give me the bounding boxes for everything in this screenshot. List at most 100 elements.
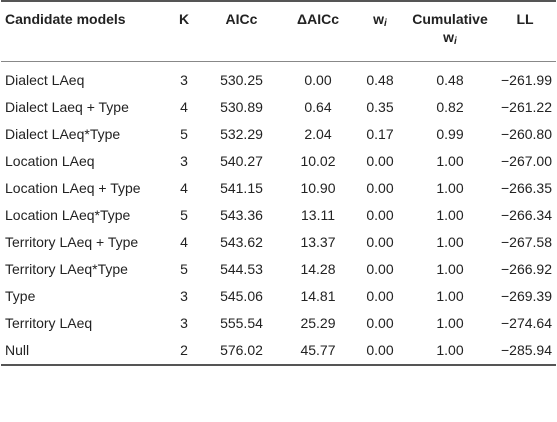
header-wi: wi [354, 1, 406, 62]
cell-ll: −266.34 [501, 207, 552, 223]
cell-k: 2 [180, 342, 188, 358]
table-row: Location LAeq*Type 5 543.36 13.11 0.00 1.00 −2… [1, 202, 556, 229]
header-cumulative-wi-base: w [443, 29, 455, 45]
cell-k: 5 [180, 126, 188, 142]
cell-ll: −267.58 [501, 234, 552, 250]
cell-candidate-model: Null [5, 342, 30, 358]
table-row: Dialect LAeq 3 530.25 0.00 0.48 0.48 −261.99 [1, 62, 556, 95]
header-wi-subscript: i [384, 18, 387, 29]
cell-aicc: 530.89 [220, 99, 263, 115]
cell-wi: 0.00 [366, 315, 394, 331]
header-cumulative-wi-subscript: i [454, 36, 457, 47]
cell-delta-aicc: 14.28 [300, 261, 336, 277]
header-k: K [178, 11, 190, 27]
model-selection-table: Candidate models K AICc ΔAICc wi Cumulat… [1, 0, 556, 366]
header-row: Candidate models K AICc ΔAICc wi Cumulat… [1, 1, 556, 62]
cell-wi: 0.35 [366, 99, 394, 115]
cell-candidate-model: Dialect LAeq [5, 72, 85, 88]
cell-cumulative-wi: 1.00 [436, 288, 464, 304]
cell-ll: −267.00 [501, 153, 552, 169]
cell-delta-aicc: 10.90 [300, 180, 336, 196]
cell-wi: 0.00 [366, 261, 394, 277]
cell-ll: −266.92 [501, 261, 552, 277]
cell-k: 3 [180, 153, 188, 169]
cell-candidate-model: Dialect LAeq*Type [5, 126, 121, 142]
cell-delta-aicc: 25.29 [300, 315, 336, 331]
cell-cumulative-wi: 1.00 [436, 342, 464, 358]
table-row: Territory LAeq + Type 4 543.62 13.37 0.00 1.0… [1, 229, 556, 256]
table-row: Dialect Laeq + Type 4 530.89 0.64 0.35 0.82 −2… [1, 94, 556, 121]
cell-k: 3 [180, 288, 188, 304]
cell-cumulative-wi: 1.00 [436, 207, 464, 223]
cell-k: 4 [180, 180, 188, 196]
header-candidate-models: Candidate models [5, 11, 126, 27]
cell-wi: 0.00 [366, 342, 394, 358]
cell-candidate-model: Dialect Laeq + Type [5, 99, 129, 115]
header-wi-base: w [373, 11, 385, 27]
table-row: Dialect LAeq*Type 5 532.29 2.04 0.17 0.99 −260… [1, 121, 556, 148]
cell-candidate-model: Type [5, 288, 36, 304]
cell-wi: 0.00 [366, 234, 394, 250]
table-row: Location LAeq 3 540.27 10.02 0.00 1.00 −267.00 [1, 148, 556, 175]
cell-cumulative-wi: 1.00 [436, 234, 464, 250]
cell-delta-aicc: 13.11 [301, 207, 335, 223]
cell-wi: 0.00 [366, 207, 394, 223]
cell-cumulative-wi: 0.99 [436, 126, 464, 142]
cell-cumulative-wi: 1.00 [436, 180, 464, 196]
cell-ll: −260.80 [501, 126, 552, 142]
cell-delta-aicc: 45.77 [300, 342, 336, 358]
cell-delta-aicc: 10.02 [300, 153, 336, 169]
header-delta-aicc: ΔAICc [297, 11, 339, 27]
table-row: Type 3 545.06 14.81 0.00 1.00 −269.39 [1, 283, 556, 310]
cell-aicc: 543.36 [220, 207, 263, 223]
cell-aicc: 544.53 [220, 261, 263, 277]
table-row: Null 2 576.02 45.77 0.00 1.00 −285.94 [1, 337, 556, 365]
table-body: Dialect LAeq 3 530.25 0.00 0.48 0.48 −261.99 Di… [1, 62, 556, 365]
header-aicc: AICc [225, 11, 258, 27]
cell-aicc: 532.29 [220, 126, 263, 142]
cell-candidate-model: Territory LAeq + Type [5, 234, 139, 250]
cell-k: 3 [180, 315, 188, 331]
cell-cumulative-wi: 1.00 [436, 315, 464, 331]
cell-aicc: 541.15 [220, 180, 263, 196]
table-row: Location LAeq + Type 4 541.15 10.90 0.00 1.00… [1, 175, 556, 202]
cell-delta-aicc: 2.04 [304, 126, 332, 142]
cell-ll: −261.99 [501, 72, 552, 88]
table-row: Territory LAeq*Type 5 544.53 14.28 0.00 1.00 −… [1, 256, 556, 283]
table-row: Territory LAeq 3 555.54 25.29 0.00 1.00 −274.6… [1, 310, 556, 337]
cell-delta-aicc: 14.81 [300, 288, 336, 304]
cell-wi: 0.17 [366, 126, 394, 142]
cell-wi: 0.00 [366, 180, 394, 196]
cell-wi: 0.00 [366, 153, 394, 169]
cell-cumulative-wi: 0.48 [436, 72, 464, 88]
cell-ll: −269.39 [501, 288, 552, 304]
cell-cumulative-wi: 1.00 [436, 153, 464, 169]
header-ll: LL [516, 11, 534, 27]
cell-candidate-model: Territory LAeq*Type [5, 261, 128, 277]
cell-aicc: 576.02 [220, 342, 263, 358]
table-header: Candidate models K AICc ΔAICc wi Cumulat… [1, 1, 556, 62]
cell-k: 5 [180, 261, 188, 277]
header-cumulative-label: Cumulative [412, 11, 488, 27]
cell-delta-aicc: 0.64 [304, 99, 332, 115]
cell-delta-aicc: 0.00 [304, 72, 332, 88]
cell-candidate-model: Location LAeq [5, 153, 95, 169]
header-cumulative-wi: Cumulative wi [406, 1, 494, 62]
cell-ll: −261.22 [501, 99, 552, 115]
cell-k: 4 [180, 99, 188, 115]
cell-aicc: 545.06 [220, 288, 263, 304]
cell-cumulative-wi: 1.00 [436, 261, 464, 277]
cell-candidate-model: Location LAeq + Type [5, 180, 141, 196]
cell-candidate-model: Location LAeq*Type [5, 207, 131, 223]
cell-k: 5 [180, 207, 188, 223]
cell-aicc: 543.62 [220, 234, 263, 250]
cell-aicc: 555.54 [220, 315, 263, 331]
cell-wi: 0.00 [366, 288, 394, 304]
cell-wi: 0.48 [366, 72, 394, 88]
cell-ll: −274.64 [501, 315, 552, 331]
cell-cumulative-wi: 0.82 [436, 99, 464, 115]
cell-k: 4 [180, 234, 188, 250]
cell-aicc: 530.25 [220, 72, 263, 88]
cell-aicc: 540.27 [220, 153, 263, 169]
